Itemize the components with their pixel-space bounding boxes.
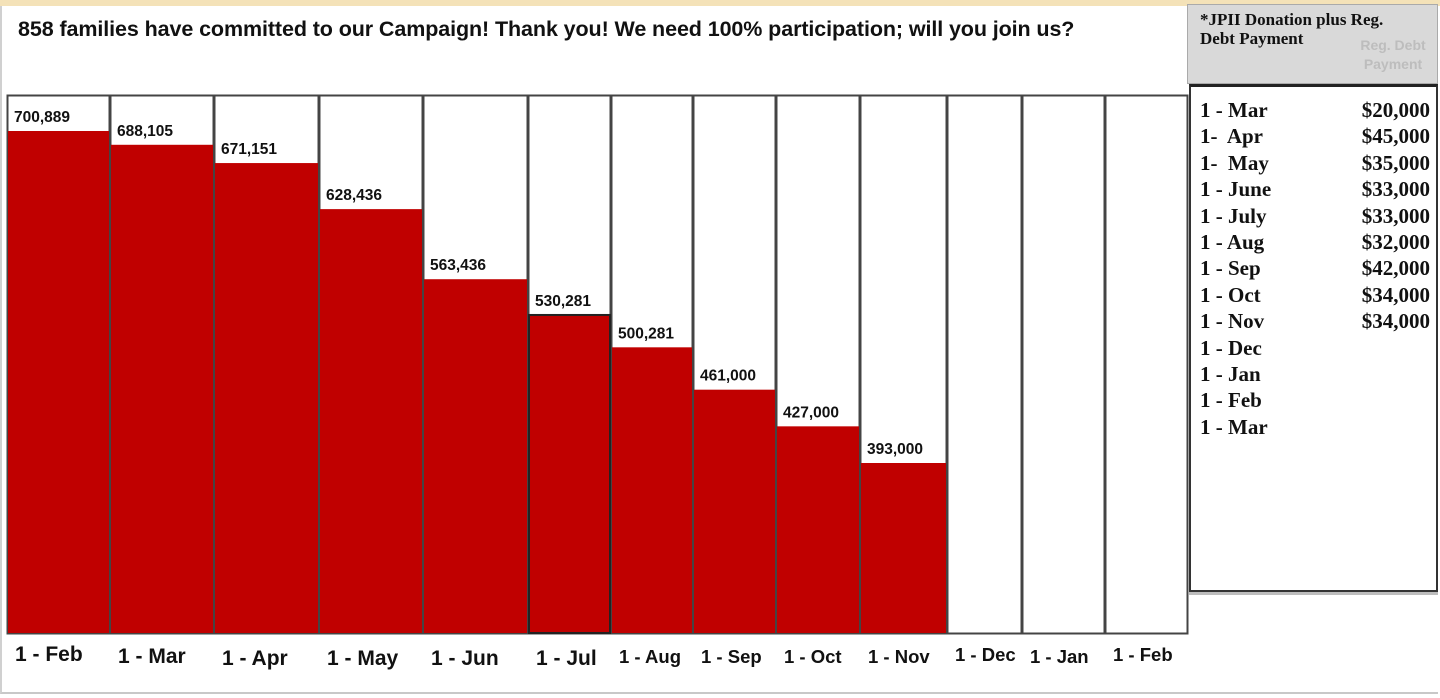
payment-schedule-panel: 1 - Mar $20,000 1- Apr $45,000 1- May $35,000… [1189, 84, 1438, 592]
bar-8 [694, 389, 775, 633]
schedule-row: 1 - Mar $20,000 [1200, 99, 1430, 125]
schedule-amount: $20,000 [1361, 98, 1430, 122]
bar-6 [529, 314, 610, 633]
payment-schedule-list: 1 - Mar $20,000 1- Apr $45,000 1- May $35,000… [1200, 99, 1430, 442]
schedule-amount: $33,000 [1361, 203, 1430, 228]
bar-value-labels: 700,889 688,105 671,151 628,436 563,436 530,2… [14, 109, 923, 458]
schedule-row: 1 - Mar [1200, 416, 1430, 442]
bar-value-label: 500,281 [618, 325, 674, 342]
x-axis-label: 1 - Feb [15, 643, 83, 666]
x-axis-label: 1 - Jun [431, 647, 499, 670]
schedule-date: 1 - Aug [1200, 229, 1265, 254]
schedule-date: 1 - Dec [1200, 335, 1262, 360]
x-axis-label: 1 - Oct [784, 646, 842, 667]
x-axis-label: 1 - Aug [619, 646, 681, 667]
schedule-amount: $33,000 [1361, 177, 1430, 202]
schedule-date: 1- May [1200, 150, 1269, 175]
top-accent-band [0, 0, 1440, 6]
schedule-amount: $32,000 [1361, 229, 1430, 254]
bar-value-label: 563,436 [430, 257, 486, 274]
schedule-date: 1- Apr [1200, 124, 1263, 149]
schedule-date: 1 - Mar [1200, 414, 1268, 439]
schedule-amount: $45,000 [1361, 124, 1430, 149]
bar-value-label: 671,151 [221, 141, 277, 158]
x-axis-label: 1 - Nov [868, 646, 930, 667]
bar-4 [320, 209, 422, 634]
bar-outline [528, 313, 611, 634]
bar-5 [424, 279, 527, 633]
x-axis-label: 1 - Jul [536, 647, 597, 670]
bar-9 [777, 426, 859, 633]
bar-2 [111, 144, 213, 633]
schedule-amount: $34,000 [1361, 309, 1430, 334]
bar-1 [8, 131, 109, 633]
column-outline [1104, 94, 1189, 635]
bars [8, 131, 946, 634]
schedule-date: 1 - Oct [1200, 282, 1261, 307]
payment-schedule-header: *JPII Donation plus Reg. Debt Payment Re… [1187, 4, 1438, 84]
x-axis-label: 1 - May [327, 647, 399, 670]
bar-value-label: 700,889 [14, 109, 70, 126]
schedule-date: 1 - Jan [1200, 361, 1261, 386]
schedule-row: 1 - Jan [1200, 363, 1430, 389]
schedule-row: 1 - Nov $34,000 [1200, 310, 1430, 336]
x-axis-label: 1 - Mar [118, 645, 186, 668]
x-axis-label: 1 - Feb [1113, 644, 1173, 665]
schedule-row: 1 - Dec [1200, 337, 1430, 363]
x-axis-label: 1 - Jan [1030, 646, 1089, 667]
schedule-date: 1 - Nov [1200, 309, 1265, 334]
chart-frame [0, 6, 1438, 694]
bar-10 [861, 463, 946, 633]
bar-3 [215, 163, 318, 633]
bar-value-label: 530,281 [535, 293, 591, 310]
bar-value-label: 427,000 [783, 404, 839, 421]
bar-value-label: 393,000 [867, 441, 923, 458]
schedule-amount: $34,000 [1361, 282, 1430, 307]
schedule-date: 1 - July [1200, 203, 1267, 228]
bar-7 [612, 347, 692, 633]
bar-value-label: 628,436 [326, 187, 382, 204]
schedule-date: 1 - Sep [1200, 256, 1261, 281]
campaign-headline: 858 families have committed to our Campa… [18, 17, 1075, 41]
schedule-row: 1 - Aug $32,000 [1200, 231, 1430, 257]
schedule-date: 1 - Mar [1200, 98, 1268, 122]
x-axis-labels: 1 - Feb 1 - Mar 1 - Apr 1 - May 1 - Jun 1 - J… [15, 643, 1173, 670]
bar-value-label: 688,105 [117, 123, 173, 140]
column-outline [1021, 94, 1106, 635]
schedule-date: 1 - Feb [1200, 388, 1262, 413]
schedule-row: 1- Apr $45,000 [1200, 125, 1430, 151]
bar-value-label: 461,000 [700, 368, 756, 385]
schedule-row: 1 - July $33,000 [1200, 205, 1430, 231]
schedule-row: 1 - Sep $42,000 [1200, 257, 1430, 283]
schedule-row: 1 - Feb [1200, 389, 1430, 415]
schedule-amount: $35,000 [1361, 150, 1430, 175]
column-outline [946, 94, 1023, 635]
payment-schedule-ghost-text: Reg. Debt Payment [1360, 37, 1426, 72]
x-axis-label: 1 - Sep [701, 646, 762, 667]
x-axis-label: 1 - Dec [955, 644, 1016, 665]
schedule-row: 1 - Oct $34,000 [1200, 284, 1430, 310]
x-axis-label: 1 - Apr [222, 647, 288, 670]
schedule-date: 1 - June [1200, 177, 1272, 202]
payment-schedule-title: *JPII Donation plus Reg. Debt Payment [1200, 10, 1384, 48]
schedule-row: 1 - June $33,000 [1200, 178, 1430, 204]
schedule-amount: $42,000 [1361, 256, 1430, 281]
schedule-row: 1- May $35,000 [1200, 152, 1430, 178]
